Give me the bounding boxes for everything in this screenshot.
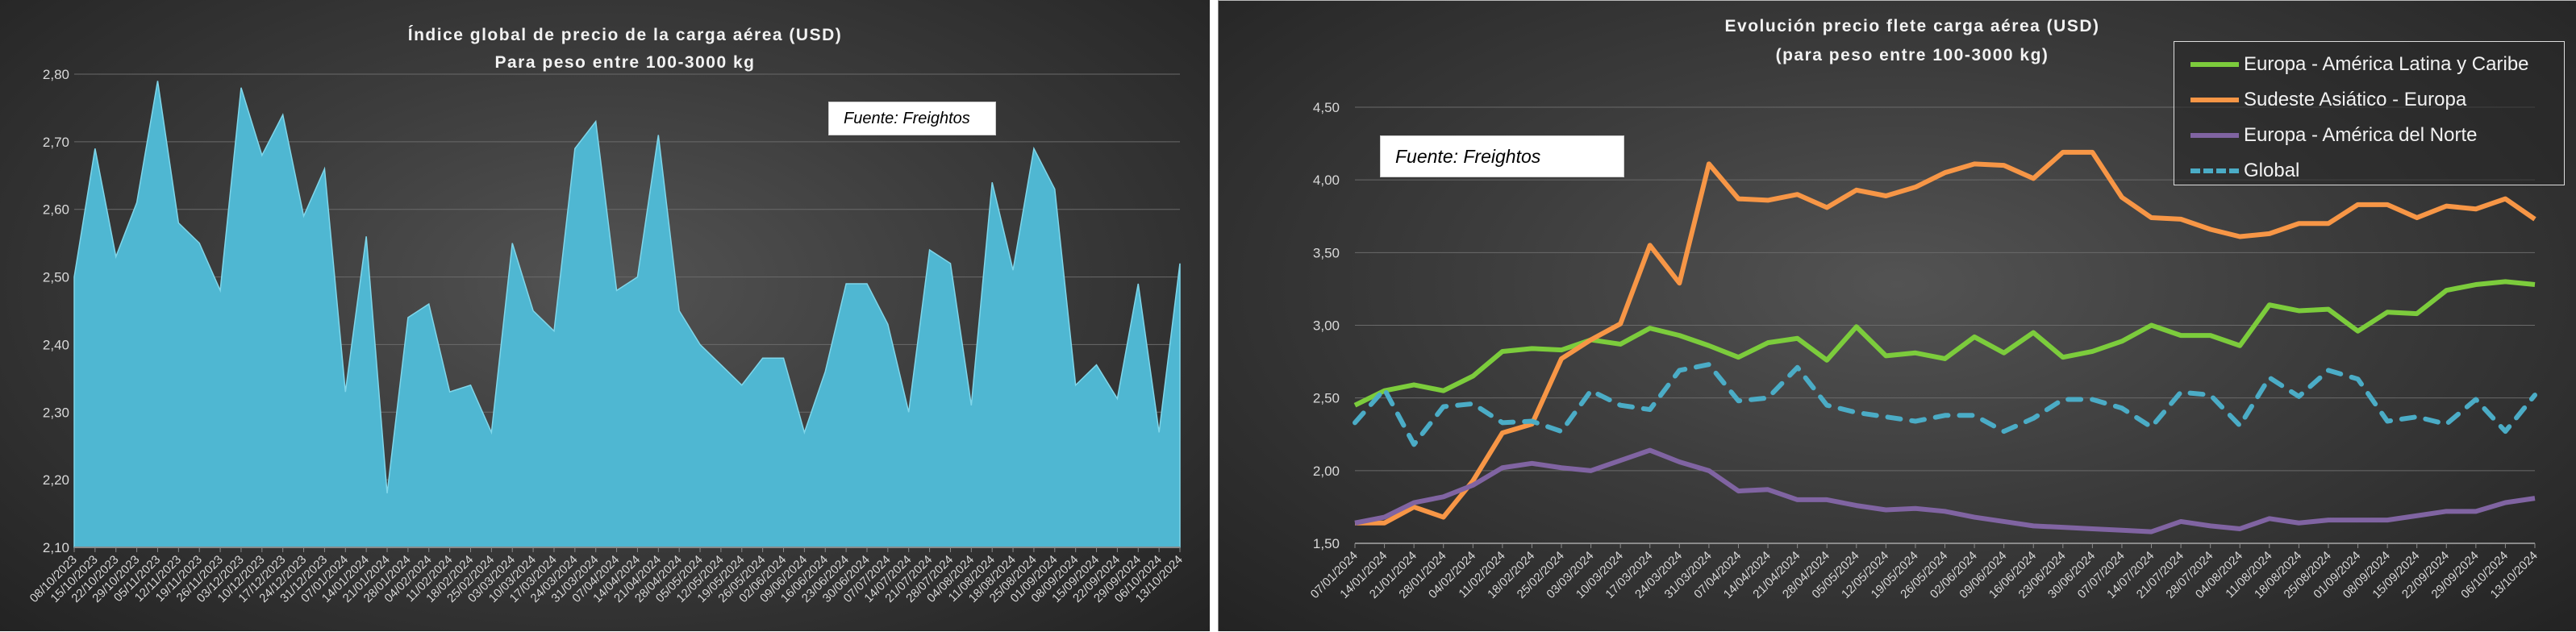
y-tick-label: 1,50	[1313, 536, 1340, 551]
chart-subtitle: (para peso entre 100-3000 kg)	[1776, 46, 2049, 64]
series-line-3	[1355, 364, 2535, 444]
legend-item-latam: Europa - América Latina y Caribe	[2174, 47, 2564, 82]
y-tick-label: 2,20	[43, 472, 69, 488]
legend-swatch-blue-dashed	[2190, 168, 2239, 173]
series-line-0	[1355, 281, 2535, 405]
y-tick-label: 2,40	[43, 337, 69, 352]
legend-label: Europa - América Latina y Caribe	[2244, 53, 2529, 76]
legend-swatch-green	[2190, 62, 2239, 67]
y-tick-label: 2,30	[43, 405, 69, 420]
legend-swatch-purple	[2190, 133, 2239, 138]
chart-subtitle: Para peso entre 100-3000 kg	[495, 53, 756, 72]
y-tick-label: 2,80	[43, 67, 69, 82]
legend-label: Global	[2244, 160, 2299, 182]
chart-title: Índice global de precio de la carga aére…	[408, 26, 843, 44]
legend-item-global: Global	[2174, 153, 2564, 189]
y-tick-label: 4,50	[1313, 100, 1340, 115]
legend-swatch-orange	[2190, 98, 2239, 102]
series-line-1	[1355, 152, 2535, 523]
series-line-2	[1355, 451, 2535, 532]
legend-item-asia: Sudeste Asiático - Europa	[2174, 82, 2564, 118]
legend-label: Europa - América del Norte	[2244, 124, 2477, 147]
source-note: Fuente: Freightos	[828, 102, 996, 135]
y-tick-label: 2,00	[1313, 464, 1340, 479]
chart-legend: Europa - América Latina y Caribe Sudeste…	[2174, 41, 2565, 185]
y-tick-label: 3,50	[1313, 245, 1340, 260]
global-index-chart-panel: Índice global de precio de la carga aére…	[0, 0, 1210, 631]
y-tick-label: 3,00	[1313, 318, 1340, 334]
y-tick-label: 2,60	[43, 202, 69, 218]
global-index-area-chart: Índice global de precio de la carga aére…	[0, 0, 1210, 631]
y-tick-label: 2,50	[1313, 391, 1340, 406]
source-note-text: Fuente: Freightos	[844, 110, 970, 128]
global-index-area	[74, 81, 1180, 547]
y-tick-label: 4,00	[1313, 173, 1340, 188]
source-note: Fuente: Freightos	[1380, 135, 1624, 177]
legend-label: Sudeste Asiático - Europa	[2244, 89, 2466, 111]
source-note-text: Fuente: Freightos	[1395, 146, 1540, 168]
y-tick-label: 2,10	[43, 540, 69, 555]
y-tick-label: 2,70	[43, 135, 69, 150]
chart-title: Evolución precio flete carga aérea (USD)	[1725, 17, 2100, 35]
route-prices-chart-panel: Evolución precio flete carga aérea (USD)…	[1218, 0, 2576, 631]
y-tick-label: 2,50	[43, 270, 69, 285]
legend-item-north-america: Europa - América del Norte	[2174, 118, 2564, 153]
